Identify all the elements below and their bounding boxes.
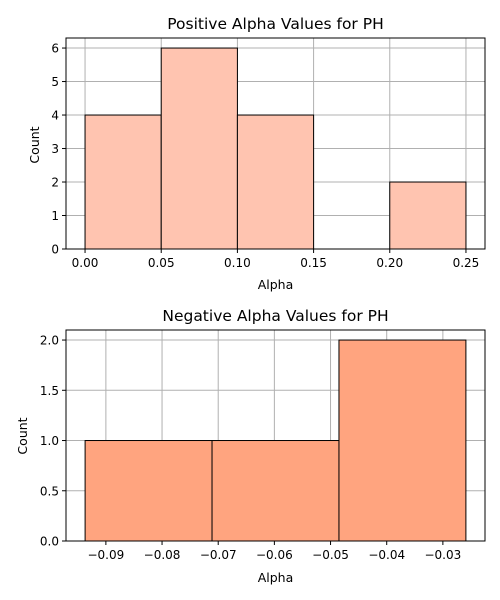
- positive-alpha-histogram: 0.00 0.05 0.10 0.15 0.20 0.25 0 1 2 3 4 5 6 Positiv…: [27, 15, 486, 292]
- y-tick-label: 2.0: [40, 334, 59, 348]
- y-tick-label: 1.0: [40, 434, 59, 448]
- histogram-bar: [211, 440, 340, 542]
- histogram-bar: [160, 47, 238, 250]
- x-axis-label: Alpha: [258, 277, 294, 292]
- y-tick-label: 6: [51, 42, 59, 56]
- y-tick-label: 0.0: [40, 535, 59, 549]
- x-tick-label: −0.08: [144, 548, 181, 562]
- bars: [84, 47, 467, 250]
- y-tick-label: 0: [51, 243, 59, 257]
- x-tick-label: −0.05: [312, 548, 349, 562]
- x-tick-label: 0.00: [72, 256, 99, 270]
- x-tick-label: 0.25: [453, 256, 480, 270]
- histogram-bar: [84, 114, 162, 250]
- x-tick-label: 0.15: [300, 256, 327, 270]
- histogram-bar: [338, 339, 467, 542]
- x-tick-label: −0.03: [424, 548, 461, 562]
- x-tick-label: 0.05: [148, 256, 175, 270]
- y-tick-label: 1.5: [40, 384, 59, 398]
- y-axis-ticks: 0 1 2 3 4 5 6: [51, 42, 66, 257]
- y-tick-label: 3: [51, 142, 59, 156]
- x-tick-label: −0.09: [87, 548, 124, 562]
- chart-title: Negative Alpha Values for PH: [162, 307, 388, 325]
- histogram-bar: [389, 181, 467, 250]
- x-axis-ticks: −0.09 −0.08 −0.07 −0.06 −0.05 −0.04 −0.03: [87, 541, 461, 562]
- plot-frame: [65, 37, 486, 250]
- x-tick-label: −0.07: [200, 548, 237, 562]
- y-tick-label: 1: [51, 209, 59, 223]
- x-axis-label: Alpha: [258, 570, 294, 585]
- negative-alpha-histogram: −0.09 −0.08 −0.07 −0.06 −0.05 −0.04 −0.03 0.00…: [15, 307, 486, 585]
- chart-title: Positive Alpha Values for PH: [167, 15, 384, 33]
- y-tick-label: 0.5: [40, 484, 59, 498]
- x-tick-label: 0.20: [376, 256, 403, 270]
- x-axis-ticks: 0.00 0.05 0.10 0.15 0.20 0.25: [72, 249, 480, 270]
- x-tick-label: −0.06: [256, 548, 293, 562]
- y-axis-label: Count: [27, 126, 42, 163]
- y-tick-label: 2: [51, 176, 59, 190]
- y-axis-label: Count: [15, 417, 30, 454]
- y-tick-label: 5: [51, 75, 59, 89]
- histogram-bar: [84, 440, 213, 542]
- histogram-bar: [236, 114, 315, 250]
- plot-frame: [65, 329, 486, 542]
- y-axis-ticks: 0.0 0.5 1.0 1.5 2.0: [40, 334, 66, 549]
- x-tick-label: 0.10: [224, 256, 251, 270]
- x-tick-label: −0.04: [368, 548, 405, 562]
- bars: [84, 339, 467, 542]
- y-tick-label: 4: [51, 109, 59, 123]
